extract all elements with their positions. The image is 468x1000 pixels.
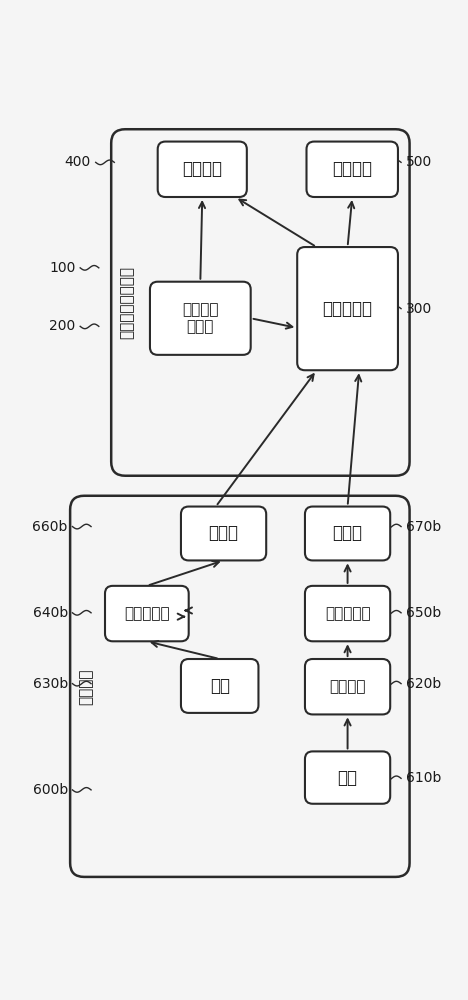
Text: 电控离合器: 电控离合器 (124, 606, 170, 621)
Text: 动能回充控制系统: 动能回充控制系统 (119, 266, 134, 339)
Text: 650b: 650b (406, 606, 441, 620)
Text: 动力系统: 动力系统 (78, 668, 93, 705)
FancyBboxPatch shape (307, 142, 398, 197)
FancyBboxPatch shape (297, 247, 398, 370)
Text: 610b: 610b (406, 771, 441, 785)
Text: 620b: 620b (406, 677, 441, 691)
Text: 100: 100 (49, 261, 75, 275)
FancyBboxPatch shape (305, 659, 390, 714)
Text: 轮轴: 轮轴 (337, 769, 358, 787)
Text: 发电机: 发电机 (209, 524, 239, 542)
Text: 630b: 630b (33, 677, 68, 691)
Text: 660b: 660b (32, 520, 68, 534)
Text: 300: 300 (406, 302, 432, 316)
FancyBboxPatch shape (305, 751, 390, 804)
FancyBboxPatch shape (305, 507, 390, 560)
Text: 减速机构: 减速机构 (329, 679, 366, 694)
Text: 引擎: 引擎 (210, 677, 230, 695)
Text: 500: 500 (406, 155, 432, 169)
Text: 分配功率器: 分配功率器 (322, 300, 373, 318)
FancyBboxPatch shape (305, 586, 390, 641)
Text: 动能回充
控制器: 动能回充 控制器 (182, 302, 219, 334)
FancyBboxPatch shape (105, 586, 189, 641)
Text: 负载装置: 负载装置 (332, 160, 372, 178)
FancyBboxPatch shape (181, 507, 266, 560)
FancyBboxPatch shape (181, 659, 258, 713)
Text: 储能装置: 储能装置 (182, 160, 222, 178)
FancyBboxPatch shape (158, 142, 247, 197)
Text: 600b: 600b (33, 783, 68, 797)
Text: 640b: 640b (33, 606, 68, 620)
Text: 200: 200 (49, 319, 75, 333)
Text: 电控离合器: 电控离合器 (325, 606, 370, 621)
FancyBboxPatch shape (150, 282, 251, 355)
Text: 400: 400 (65, 155, 91, 169)
Text: 670b: 670b (406, 520, 441, 534)
Text: 发电机: 发电机 (333, 524, 363, 542)
